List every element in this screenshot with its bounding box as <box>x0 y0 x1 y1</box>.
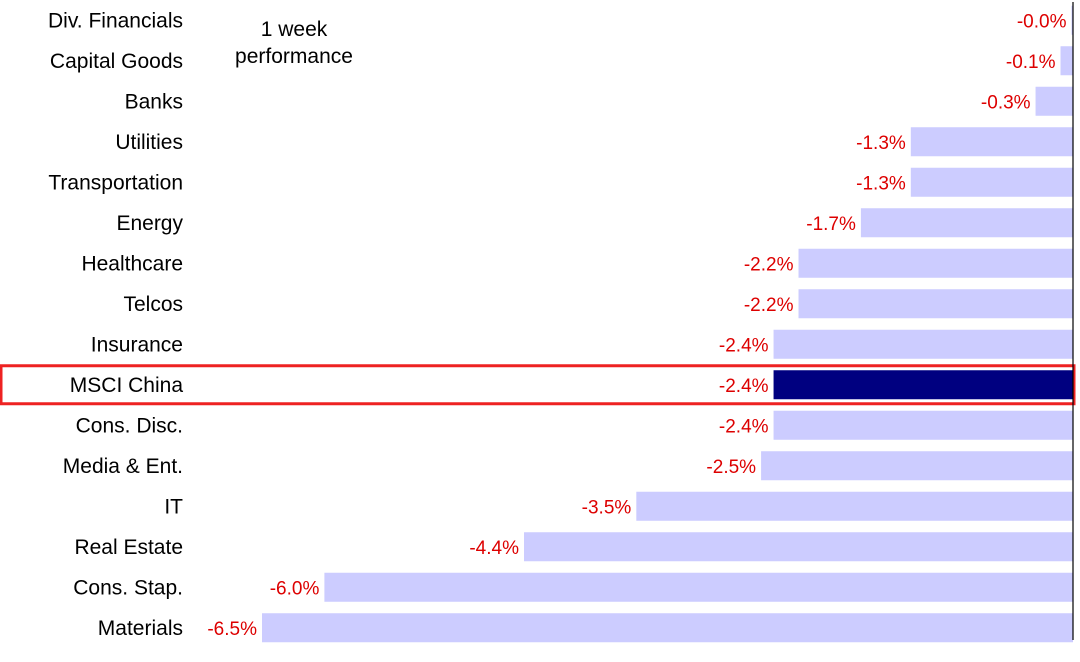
category-label: Div. Financials <box>48 9 183 32</box>
category-label: Utilities <box>115 131 183 154</box>
bar <box>773 410 1073 440</box>
value-label: -0.0% <box>1017 11 1067 32</box>
bar <box>1060 46 1073 76</box>
value-label: -4.4% <box>469 538 519 559</box>
bar <box>324 572 1073 602</box>
bar <box>798 289 1073 319</box>
chart-annotation: 1 week performance <box>235 18 353 68</box>
value-label: -0.1% <box>1006 52 1056 73</box>
category-label: Cons. Disc. <box>76 414 183 437</box>
bar <box>1035 86 1073 116</box>
category-label: Capital Goods <box>50 50 183 73</box>
category-label: Real Estate <box>74 536 183 559</box>
category-label: Materials <box>98 617 183 640</box>
value-label: -2.4% <box>719 335 769 356</box>
bar <box>860 208 1073 238</box>
bar <box>262 613 1073 643</box>
value-label: -6.5% <box>207 619 257 640</box>
bar <box>524 532 1073 562</box>
value-label: -3.5% <box>582 497 632 518</box>
highlight-box <box>0 364 1076 406</box>
value-label: -1.7% <box>806 214 856 235</box>
bar <box>636 491 1073 521</box>
bar <box>773 329 1073 359</box>
value-label: -1.3% <box>856 173 906 194</box>
category-label: Energy <box>116 212 183 235</box>
bar <box>1071 5 1073 35</box>
value-label: -2.2% <box>744 295 794 316</box>
category-label: MSCI China <box>70 374 184 397</box>
category-label: Media & Ent. <box>63 455 183 478</box>
bar <box>910 167 1073 197</box>
value-label: -2.2% <box>744 254 794 275</box>
value-label: -1.3% <box>856 133 906 154</box>
bar <box>761 451 1073 481</box>
category-label: Insurance <box>91 333 183 356</box>
value-label: -2.4% <box>719 376 769 397</box>
value-label: -0.3% <box>981 92 1031 113</box>
category-label: IT <box>164 495 183 518</box>
category-label: Healthcare <box>81 252 183 275</box>
category-label: Cons. Stap. <box>73 576 183 599</box>
category-label: Transportation <box>48 171 183 194</box>
category-label: Banks <box>125 90 183 113</box>
value-label: -2.5% <box>706 457 756 478</box>
value-label: -2.4% <box>719 416 769 437</box>
value-label: -6.0% <box>270 578 320 599</box>
bar <box>910 127 1073 157</box>
category-label: Telcos <box>123 293 183 316</box>
bar <box>798 248 1073 278</box>
bar-highlighted <box>773 370 1073 400</box>
